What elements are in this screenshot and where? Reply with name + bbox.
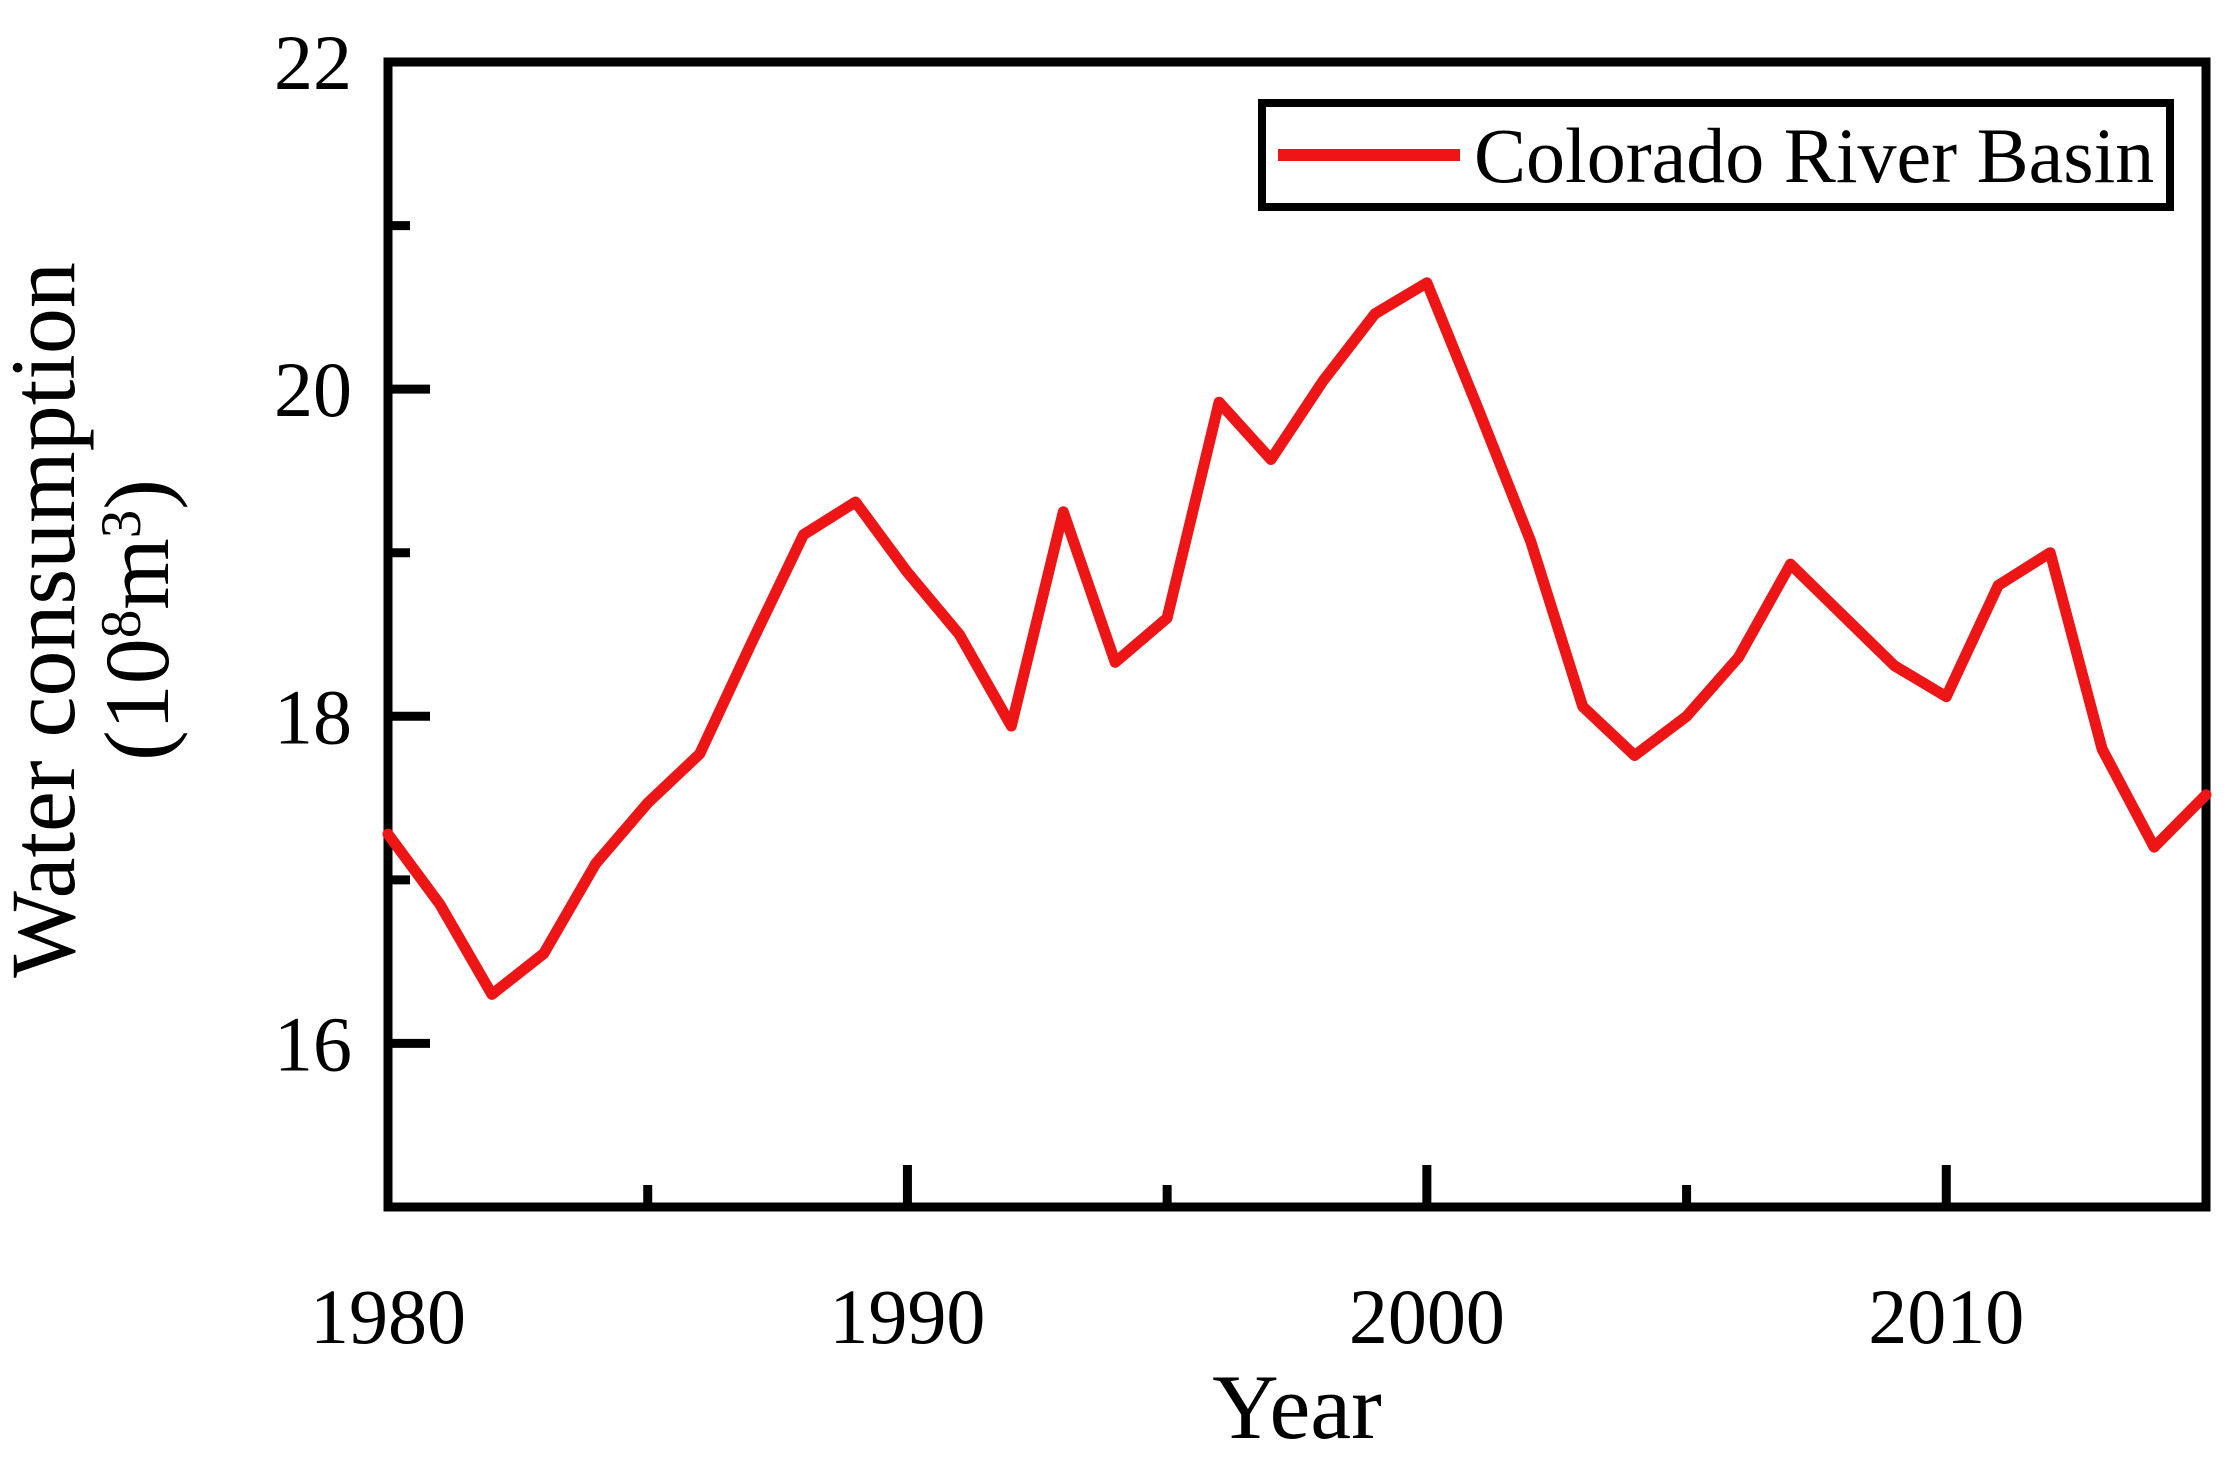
x-axis-major-ticks xyxy=(383,1165,1951,1207)
y-axis-title-line2: (108m3) xyxy=(86,479,188,761)
y-axis-title-superscript: 3 xyxy=(90,510,153,539)
x-axis-minor-ticks xyxy=(643,1185,2211,1207)
y-axis-title-text: m xyxy=(86,538,188,610)
x-tick-label: 2010 xyxy=(1868,1273,2024,1360)
x-tick-label: 1980 xyxy=(310,1273,466,1360)
plot-frame xyxy=(383,57,2211,1212)
legend-label: Colorado River Basin xyxy=(1474,112,2154,199)
y-axis-title-text: (10 xyxy=(86,638,188,761)
y-axis-title-superscript: 8 xyxy=(90,610,153,639)
y-axis-major-ticks xyxy=(388,57,430,1048)
y-axis-title: Water consumption (108m3) xyxy=(0,262,188,978)
x-tick-label: 1990 xyxy=(829,1273,985,1360)
x-tick-label: 2000 xyxy=(1349,1273,1505,1360)
y-tick-label: 20 xyxy=(274,346,352,433)
y-tick-label: 18 xyxy=(274,673,352,760)
y-axis-title-line1: Water consumption xyxy=(0,262,94,978)
x-axis-tick-labels: 1980 1990 2000 2010 xyxy=(310,1273,2024,1360)
y-axis-tick-labels: 22 20 18 16 xyxy=(274,19,352,1087)
legend: Colorado River Basin xyxy=(1258,99,2174,211)
y-axis-minor-ticks xyxy=(388,221,410,1212)
y-axis-title-text: ) xyxy=(86,479,188,510)
x-axis-title: Year xyxy=(1212,1356,1382,1458)
y-tick-label: 22 xyxy=(274,19,352,106)
y-tick-label: 16 xyxy=(274,1000,352,1087)
series-line-colorado-river-basin xyxy=(382,277,2212,1000)
